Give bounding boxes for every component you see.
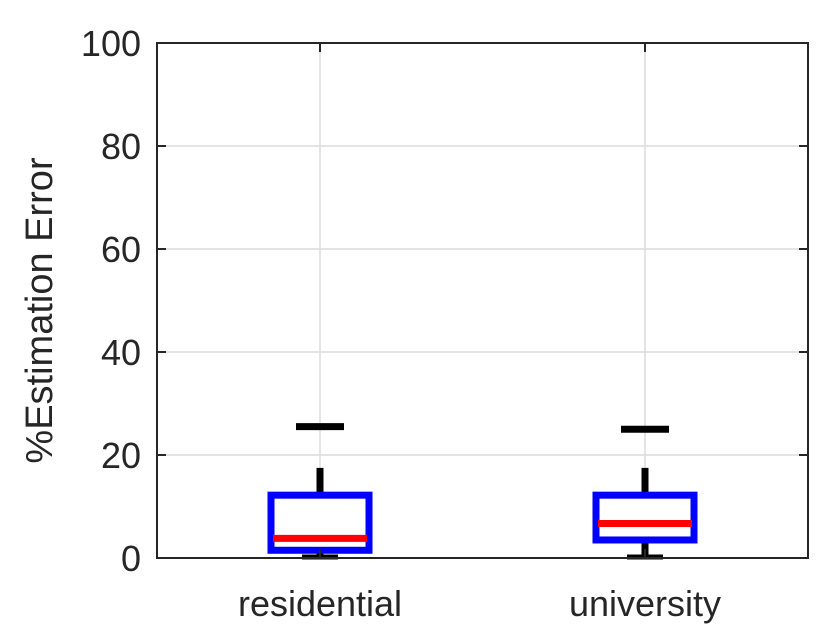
box-iqr <box>592 491 698 544</box>
x-tick-label: residential <box>238 583 402 624</box>
y-tick-label: 0 <box>121 538 141 579</box>
y-tick-label: 60 <box>101 229 141 270</box>
y-tick-label: 40 <box>101 332 141 373</box>
axis-ticks: 0 20 40 60 80 100 residential university <box>81 23 808 624</box>
x-tick-label: university <box>569 583 721 624</box>
y-tick-label: 20 <box>101 435 141 476</box>
box-group-university <box>592 425 698 560</box>
box-iqr <box>267 491 373 554</box>
y-tick-label: 100 <box>81 23 141 64</box>
y-axis-title: %Estimation Error <box>19 157 61 464</box>
plot-area-frame <box>156 42 809 559</box>
y-tick-label: 80 <box>101 126 141 167</box>
